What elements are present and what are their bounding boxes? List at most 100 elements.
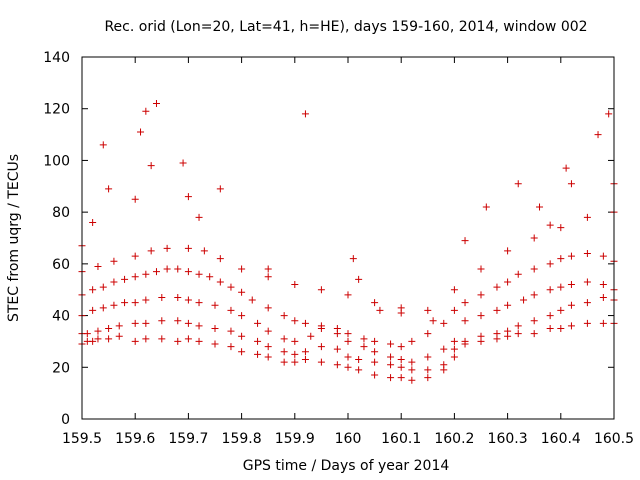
data-point bbox=[264, 327, 272, 335]
data-point bbox=[291, 337, 299, 345]
data-point bbox=[184, 193, 192, 201]
data-point bbox=[184, 296, 192, 304]
data-point bbox=[344, 330, 352, 338]
data-point bbox=[280, 312, 288, 320]
data-point bbox=[174, 265, 182, 273]
data-point bbox=[174, 317, 182, 325]
data-point bbox=[440, 319, 448, 327]
y-tick-label: 80 bbox=[52, 205, 70, 221]
data-point bbox=[583, 250, 591, 258]
data-point bbox=[344, 353, 352, 361]
data-point bbox=[450, 353, 458, 361]
data-point bbox=[504, 247, 512, 255]
data-point bbox=[195, 270, 203, 278]
data-point bbox=[131, 195, 139, 203]
x-tick-label: 159.6 bbox=[115, 431, 155, 447]
data-point bbox=[264, 265, 272, 273]
data-point bbox=[567, 252, 575, 260]
data-point bbox=[131, 273, 139, 281]
data-point bbox=[179, 159, 187, 167]
data-point bbox=[89, 337, 97, 345]
data-point bbox=[264, 353, 272, 361]
data-point bbox=[238, 312, 246, 320]
data-point bbox=[562, 164, 570, 172]
data-point bbox=[546, 260, 554, 268]
data-point bbox=[482, 203, 490, 211]
y-tick-label: 120 bbox=[43, 102, 70, 118]
x-tick-label: 160 bbox=[335, 431, 362, 447]
y-axis-label: STEC from uqrg / TECUs bbox=[6, 154, 22, 322]
data-point bbox=[450, 345, 458, 353]
data-point bbox=[397, 356, 405, 364]
data-point bbox=[504, 278, 512, 286]
data-point bbox=[264, 343, 272, 351]
y-tick-label: 0 bbox=[61, 412, 70, 428]
data-point bbox=[142, 270, 150, 278]
data-point bbox=[344, 291, 352, 299]
data-point bbox=[307, 332, 315, 340]
data-point bbox=[355, 275, 363, 283]
data-point bbox=[424, 374, 432, 382]
data-point bbox=[333, 345, 341, 353]
data-point bbox=[158, 317, 166, 325]
data-point bbox=[546, 312, 554, 320]
data-point bbox=[110, 301, 118, 309]
data-point bbox=[264, 304, 272, 312]
data-point bbox=[546, 221, 554, 229]
data-point bbox=[142, 335, 150, 343]
data-point bbox=[238, 348, 246, 356]
data-point bbox=[530, 317, 538, 325]
data-point bbox=[317, 322, 325, 330]
data-point bbox=[355, 366, 363, 374]
data-point bbox=[317, 343, 325, 351]
data-point bbox=[557, 255, 565, 263]
data-point bbox=[131, 299, 139, 307]
data-point bbox=[301, 110, 309, 118]
data-point bbox=[450, 337, 458, 345]
data-point bbox=[94, 335, 102, 343]
data-point bbox=[184, 268, 192, 276]
x-tick-label: 160.5 bbox=[594, 431, 634, 447]
data-point bbox=[211, 301, 219, 309]
data-point bbox=[254, 337, 262, 345]
data-point bbox=[514, 270, 522, 278]
data-point bbox=[131, 252, 139, 260]
data-point bbox=[594, 131, 602, 139]
data-point bbox=[514, 330, 522, 338]
y-tick-label: 40 bbox=[52, 309, 70, 325]
data-point bbox=[493, 330, 501, 338]
data-point bbox=[387, 361, 395, 369]
data-point bbox=[557, 283, 565, 291]
data-point bbox=[546, 325, 554, 332]
data-point bbox=[408, 376, 416, 384]
data-point bbox=[216, 255, 224, 263]
x-tick-label: 160.1 bbox=[381, 431, 421, 447]
data-point bbox=[424, 353, 432, 361]
data-point bbox=[163, 265, 171, 273]
data-point bbox=[291, 281, 299, 289]
data-point bbox=[424, 306, 432, 314]
data-point bbox=[360, 335, 368, 343]
data-point bbox=[238, 288, 246, 296]
data-point bbox=[291, 317, 299, 325]
data-point bbox=[89, 218, 97, 226]
data-point bbox=[99, 141, 107, 149]
data-point bbox=[557, 224, 565, 232]
data-point bbox=[493, 283, 501, 291]
data-point bbox=[142, 319, 150, 327]
data-point bbox=[376, 306, 384, 314]
data-point bbox=[99, 304, 107, 312]
data-point bbox=[227, 343, 235, 351]
data-point bbox=[583, 278, 591, 286]
data-point bbox=[216, 185, 224, 193]
data-point bbox=[184, 319, 192, 327]
axis-ticks: 159.5 159.6 159.7 159.8 159.9 160 160.1 160.2 16… bbox=[43, 50, 634, 447]
data-point bbox=[408, 358, 416, 366]
data-point bbox=[174, 293, 182, 301]
data-point bbox=[195, 337, 203, 345]
data-point bbox=[301, 319, 309, 327]
data-point bbox=[206, 273, 214, 281]
data-point bbox=[142, 296, 150, 304]
data-point bbox=[461, 337, 469, 345]
data-point bbox=[514, 180, 522, 188]
